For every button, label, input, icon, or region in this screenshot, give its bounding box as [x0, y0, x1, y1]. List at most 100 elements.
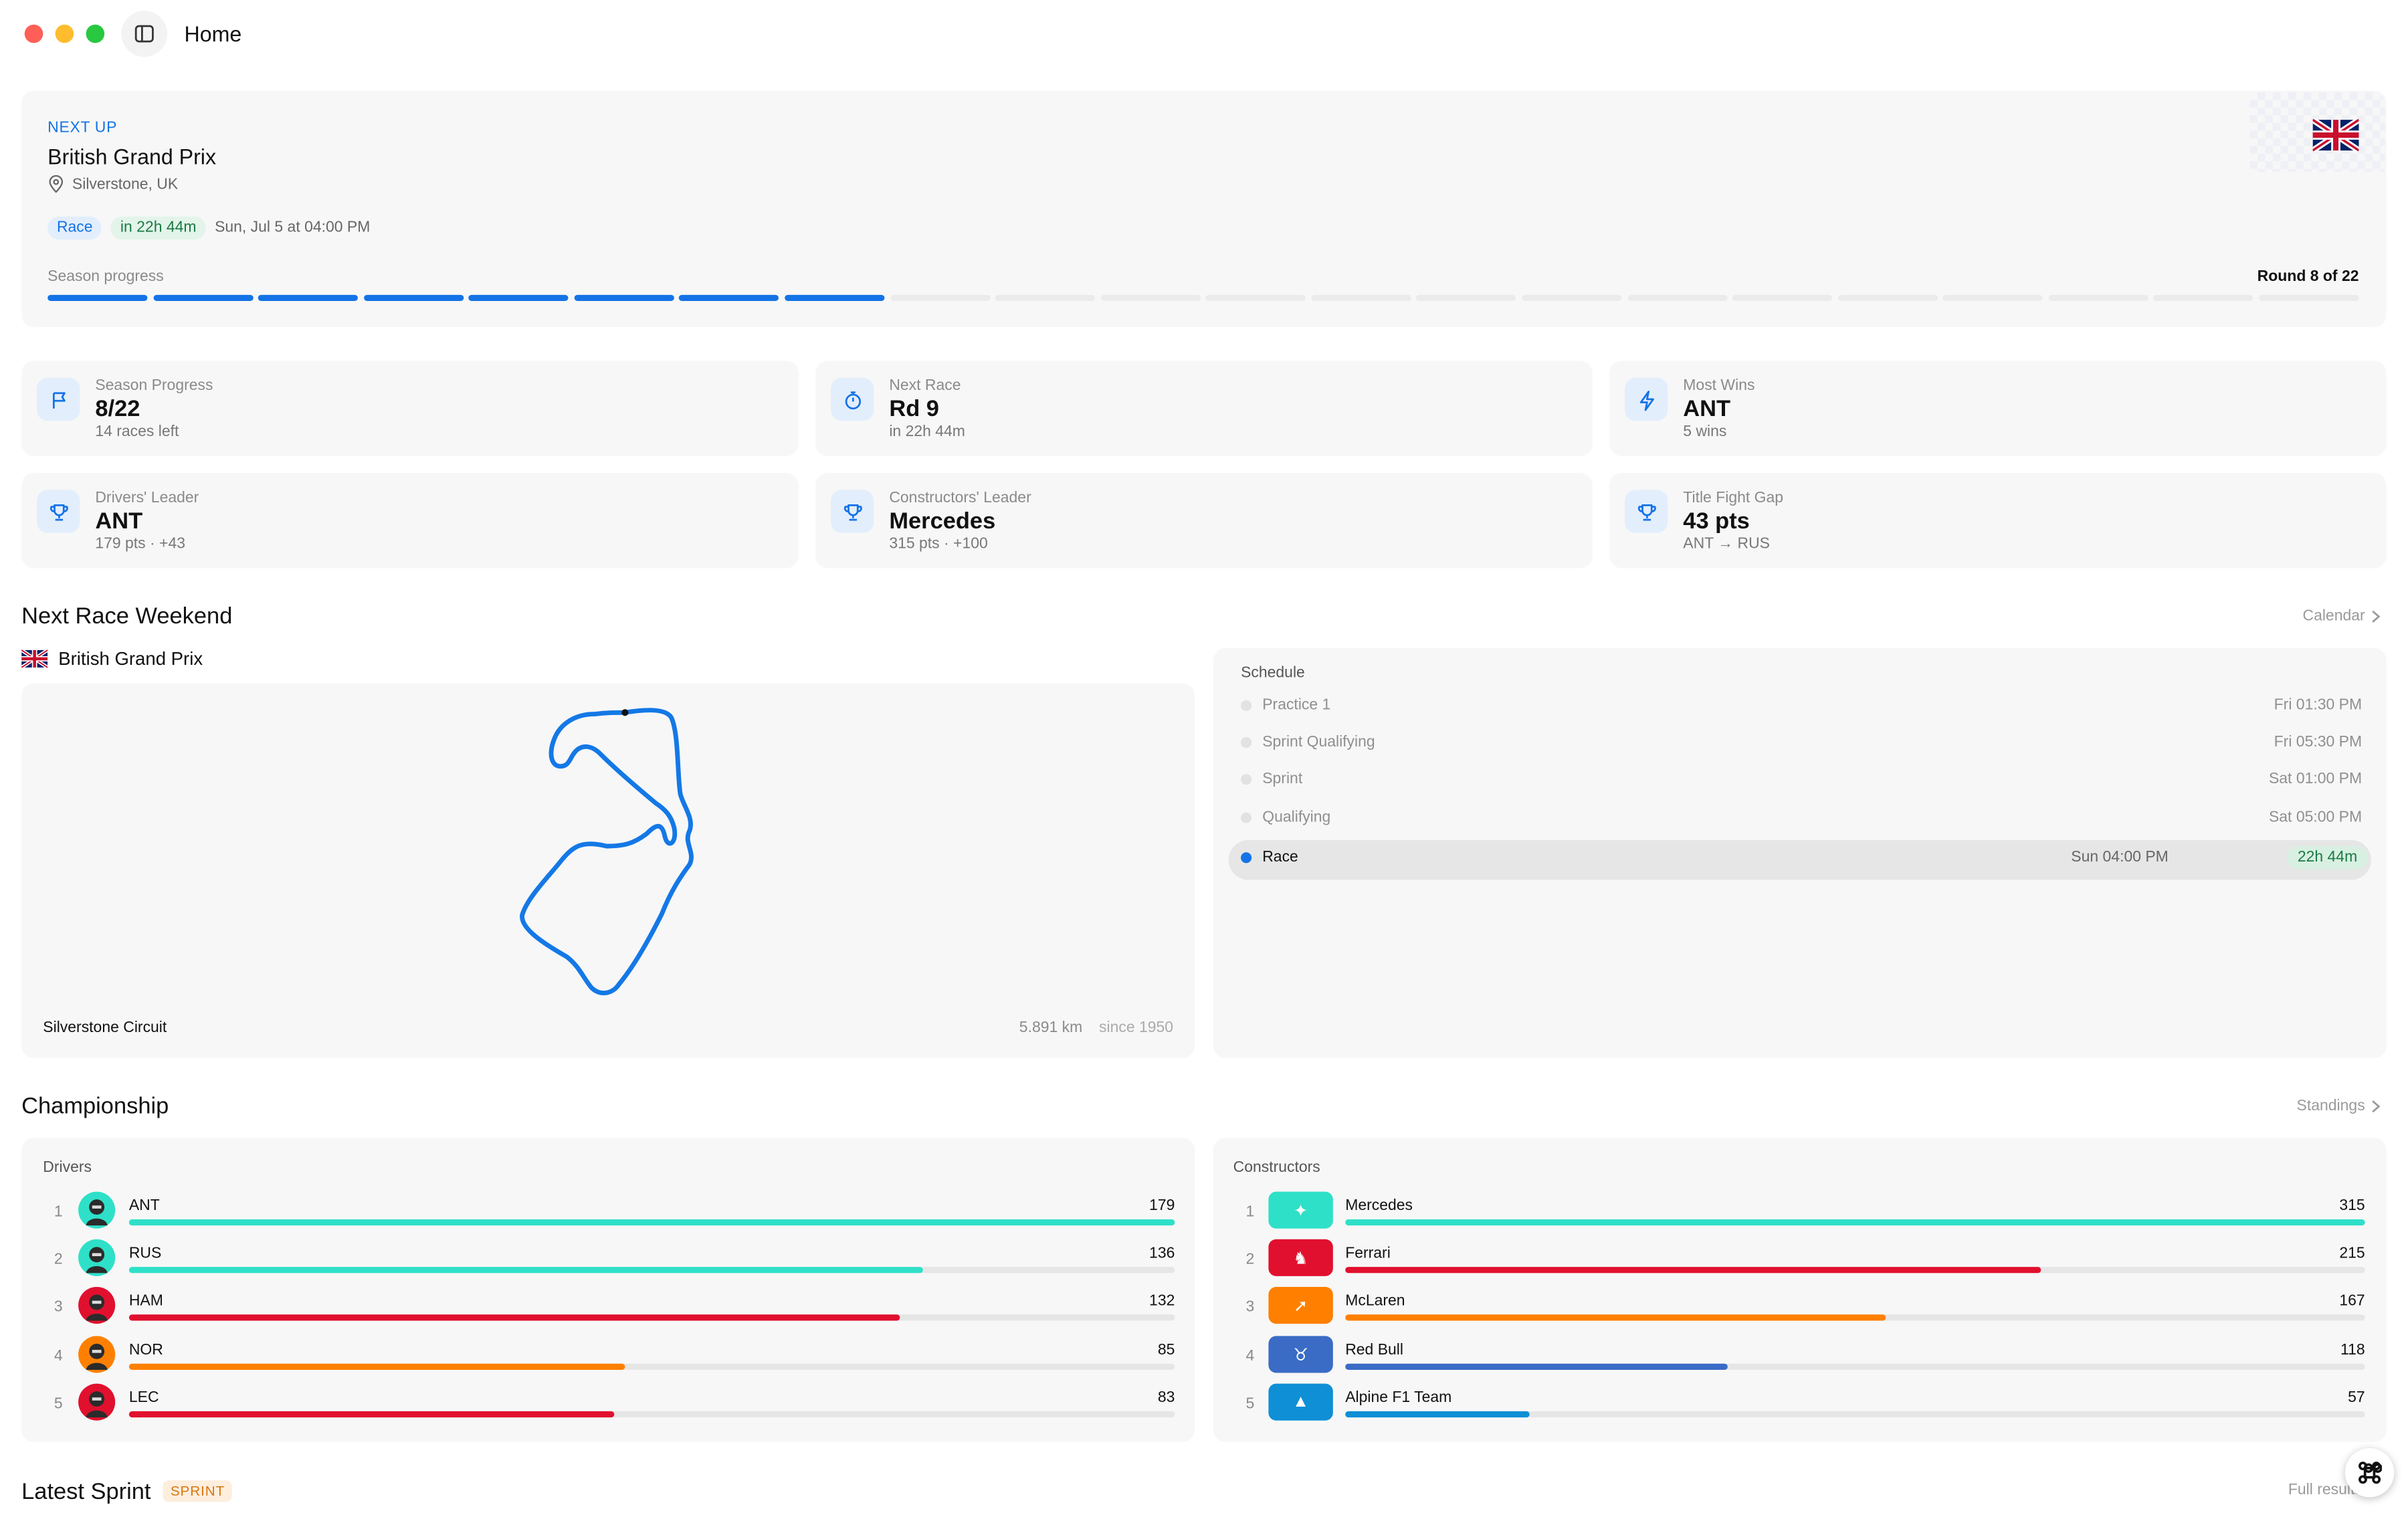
- driver-avatar: [78, 1336, 116, 1373]
- uk-flag-icon: [21, 649, 48, 668]
- standing-points: 118: [2340, 1342, 2365, 1359]
- standing-bar-fill: [128, 1363, 626, 1370]
- schedule-row[interactable]: Race Sun 04:00 PM 22h 44m: [1241, 841, 2371, 878]
- command-button[interactable]: [2344, 1448, 2395, 1498]
- command-icon: [2359, 1461, 2382, 1484]
- constructors-title: Constructors: [1233, 1159, 1320, 1177]
- standing-bar-fill: [128, 1219, 1175, 1226]
- driver-avatar: [78, 1286, 116, 1324]
- circuit-info: 5.891 km since 1950: [952, 1019, 1173, 1036]
- session-dot: [1241, 737, 1252, 748]
- red-bull-icon: ♉: [1268, 1336, 1333, 1373]
- standing-name: ANT: [128, 1197, 160, 1215]
- standing-name: Mercedes: [1345, 1197, 1413, 1215]
- standing-points: 57: [2348, 1389, 2365, 1407]
- season-progress-segment: [574, 294, 674, 301]
- location-text: Silverstone, UK: [72, 175, 179, 193]
- stat-card: [815, 361, 1593, 456]
- standing-bar-track: [1345, 1363, 2365, 1370]
- driver-helmet-icon: [86, 1199, 108, 1226]
- constructors-card: [1213, 1138, 2387, 1442]
- mercedes-star-icon: ✦: [1268, 1191, 1333, 1229]
- session-dot: [1241, 812, 1252, 823]
- minimize-window-button[interactable]: [55, 24, 74, 43]
- zoom-window-button[interactable]: [86, 24, 105, 43]
- season-progress-segment: [2048, 294, 2148, 301]
- driver-helmet-icon: [86, 1247, 108, 1274]
- latest-section-title: Latest Sprint: [21, 1478, 151, 1505]
- schedule-row[interactable]: Sprint Qualifying Fri 05:30 PM: [1241, 726, 2371, 763]
- stat-value: 43 pts: [1683, 508, 1750, 534]
- standing-name: Red Bull: [1345, 1342, 1404, 1359]
- stat-value: ANT: [95, 508, 143, 534]
- sprint-badge: SPRINT: [163, 1480, 233, 1502]
- session-countdown-badge: 22h 44m: [2286, 846, 2369, 870]
- season-progress-segment: [1522, 294, 1622, 301]
- session-time: Sat 05:00 PM: [2268, 809, 2363, 827]
- championship-section-title: Championship: [21, 1093, 169, 1120]
- stat-value: ANT: [1683, 396, 1731, 423]
- standing-bar-fill: [1345, 1411, 1530, 1418]
- season-progress-segment: [363, 294, 464, 301]
- schedule-row[interactable]: Practice 1 Fri 01:30 PM: [1241, 690, 2371, 726]
- session-time: Fri 05:30 PM: [2274, 734, 2363, 751]
- driver-avatar: [78, 1191, 116, 1229]
- standings-link[interactable]: Standings: [2258, 1098, 2381, 1115]
- season-progress-segment: [1942, 294, 2043, 301]
- stat-value: Mercedes: [889, 508, 996, 534]
- standing-rank: 1: [54, 1203, 63, 1221]
- session-dot: [1241, 774, 1252, 785]
- season-progress-segment: [1416, 294, 1517, 301]
- lightning-icon: [1625, 377, 1668, 421]
- standings-link-label: Standings: [2296, 1098, 2365, 1115]
- round-label: Round 8 of 22: [2257, 268, 2359, 286]
- countdown-badge: in 22h 44m: [111, 216, 206, 240]
- standing-bar-fill: [128, 1267, 924, 1274]
- weekend-section-title: Next Race Weekend: [21, 603, 233, 630]
- stat-value: 8/22: [95, 396, 140, 423]
- standing-bar-fill: [1345, 1219, 2365, 1226]
- weekend-race-name: British Grand Prix: [58, 647, 203, 670]
- standing-bar-track: [128, 1363, 1175, 1370]
- stat-sub: 14 races left: [95, 423, 179, 441]
- standing-bar-track: [128, 1267, 1175, 1274]
- next-up-card[interactable]: [21, 90, 2387, 328]
- ferrari-horse-icon: ♞: [1268, 1239, 1333, 1276]
- sidebar-toggle-button[interactable]: [121, 11, 168, 57]
- stat-sub: ANT → RUS: [1683, 536, 1771, 553]
- standing-bar-track: [1345, 1411, 2365, 1418]
- stat-card: [21, 473, 799, 569]
- standing-bar-track: [128, 1219, 1175, 1226]
- standing-rank: 4: [54, 1348, 63, 1366]
- circuit-length: 5.891 km: [1019, 1019, 1083, 1037]
- season-progress-segment: [1627, 294, 1727, 301]
- flag-icon: [37, 377, 80, 421]
- session-name: Sprint Qualifying: [1262, 734, 1375, 751]
- full-results-link[interactable]: Full results: [2288, 1482, 2359, 1499]
- circuit-card: [21, 683, 1195, 1058]
- stat-label: Season Progress: [95, 377, 213, 395]
- season-progress-segment: [153, 294, 253, 301]
- standing-rank: 2: [1245, 1251, 1255, 1269]
- standing-points: 83: [1157, 1389, 1175, 1407]
- calendar-link[interactable]: Calendar: [2258, 608, 2381, 625]
- schedule-row[interactable]: Sprint Sat 01:00 PM: [1241, 763, 2371, 800]
- stat-label: Title Fight Gap: [1683, 490, 1784, 507]
- driver-helmet-icon: [86, 1343, 108, 1370]
- standing-bar-fill: [1345, 1267, 2041, 1274]
- close-window-button[interactable]: [24, 24, 43, 43]
- active-session-dot: [1241, 852, 1252, 864]
- season-progress-label: Season progress: [47, 268, 164, 286]
- season-progress-segment: [785, 294, 885, 301]
- stat-card: [1609, 473, 2387, 569]
- standing-name: Alpine F1 Team: [1345, 1389, 1452, 1407]
- circuit-name: Silverstone Circuit: [43, 1019, 167, 1037]
- drivers-card: [21, 1138, 1195, 1442]
- trophy-icon: [1625, 490, 1668, 533]
- driver-helmet-icon: [86, 1391, 108, 1418]
- session-time: Sat 01:00 PM: [2268, 771, 2363, 788]
- standing-points: 132: [1149, 1293, 1175, 1310]
- standing-rank: 3: [1245, 1299, 1255, 1316]
- schedule-row[interactable]: Qualifying Sat 05:00 PM: [1241, 801, 2371, 838]
- season-progress-segment: [468, 294, 569, 301]
